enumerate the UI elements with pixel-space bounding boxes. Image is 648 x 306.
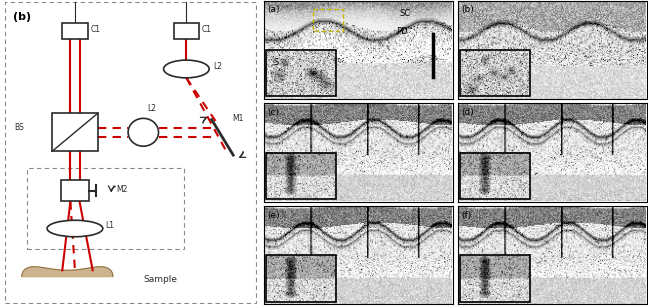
Bar xyxy=(460,255,529,302)
Ellipse shape xyxy=(128,118,159,146)
Bar xyxy=(266,255,336,302)
Bar xyxy=(313,9,343,31)
Text: (d): (d) xyxy=(461,108,474,117)
Text: S: S xyxy=(273,58,279,67)
Bar xyxy=(52,113,98,151)
Text: Sample: Sample xyxy=(143,275,178,284)
Bar xyxy=(460,152,529,199)
Bar xyxy=(266,152,336,199)
Text: (b): (b) xyxy=(13,12,31,22)
Text: SC: SC xyxy=(399,9,410,18)
Bar xyxy=(61,180,89,201)
Bar xyxy=(62,23,87,39)
Bar xyxy=(174,23,199,39)
Text: PD: PD xyxy=(396,27,408,36)
Text: (c): (c) xyxy=(268,108,279,117)
Text: (a): (a) xyxy=(268,6,280,14)
Text: C1: C1 xyxy=(202,25,211,34)
Text: L1: L1 xyxy=(106,222,114,230)
Bar xyxy=(27,168,184,249)
Polygon shape xyxy=(22,267,113,277)
Text: L2: L2 xyxy=(147,104,156,113)
Text: M1: M1 xyxy=(232,114,243,123)
Ellipse shape xyxy=(47,220,103,237)
Text: C1: C1 xyxy=(90,25,100,34)
Bar xyxy=(460,50,529,96)
Text: (f): (f) xyxy=(461,211,472,220)
Text: (e): (e) xyxy=(268,211,280,220)
Text: L2: L2 xyxy=(213,62,222,71)
Bar xyxy=(266,50,336,96)
Text: (b): (b) xyxy=(461,6,474,14)
Ellipse shape xyxy=(163,60,209,78)
Text: M2: M2 xyxy=(117,185,128,194)
Text: BS: BS xyxy=(14,123,24,132)
